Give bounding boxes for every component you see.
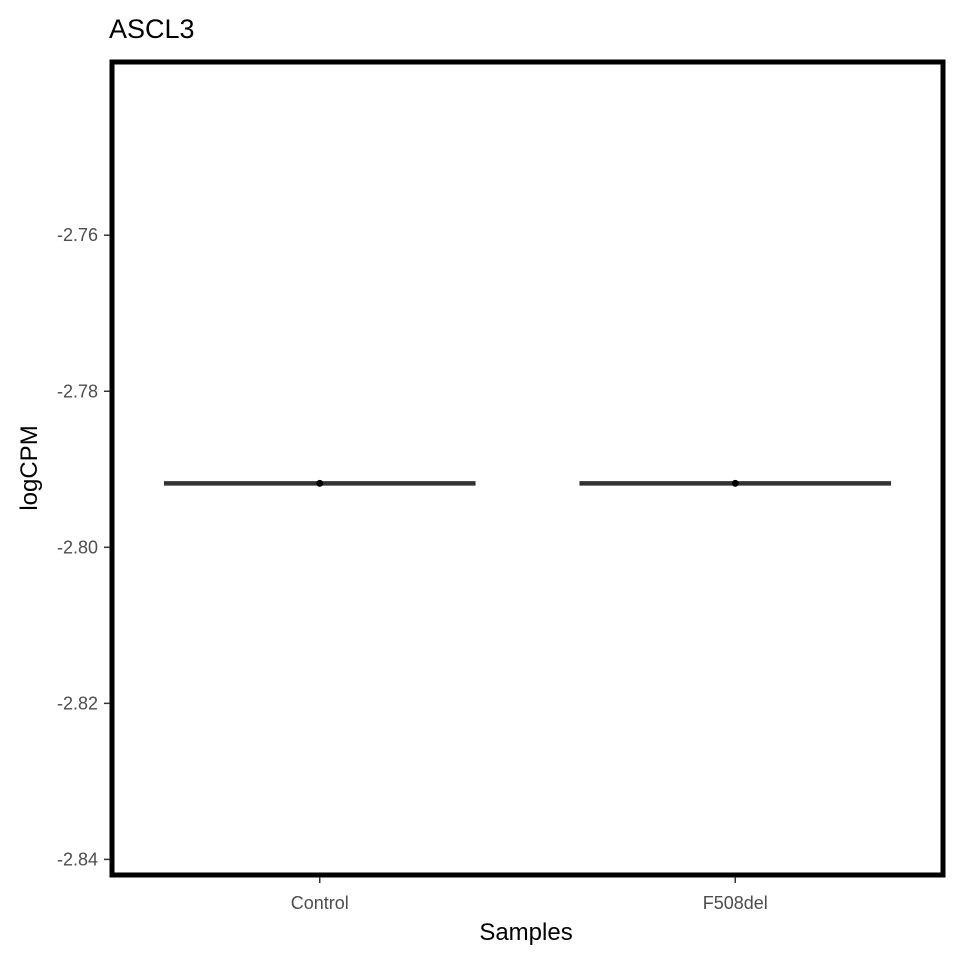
panel-border — [109, 59, 946, 878]
y-tick-label: -2.82 — [57, 693, 98, 713]
x-axis: Control F508del — [291, 877, 768, 913]
y-axis-title: logCPM — [16, 425, 43, 510]
data-point-f508del — [731, 479, 739, 487]
x-tick-label: F508del — [703, 893, 768, 913]
y-tick-label: -2.80 — [57, 537, 98, 557]
y-tick-label: -2.76 — [57, 225, 98, 245]
y-tick-label: -2.78 — [57, 381, 98, 401]
y-tick-label: -2.84 — [57, 849, 98, 869]
x-axis-title: Samples — [479, 919, 572, 946]
x-tick-label: Control — [291, 893, 349, 913]
y-axis: -2.76 -2.78 -2.80 -2.82 -2.84 — [57, 225, 110, 869]
data-point-control — [316, 479, 324, 487]
chart-title: ASCL3 — [109, 14, 195, 44]
chart-marks — [163, 479, 892, 487]
